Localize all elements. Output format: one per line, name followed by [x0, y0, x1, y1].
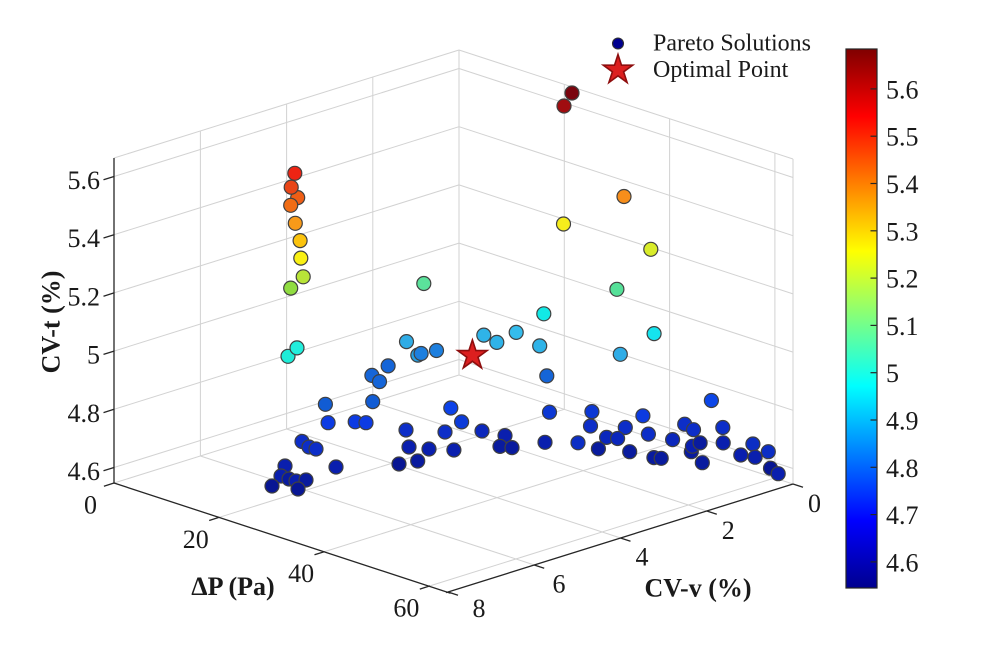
svg-text:5.5: 5.5 [886, 123, 919, 152]
svg-text:5.4: 5.4 [68, 224, 101, 253]
svg-text:5: 5 [87, 341, 100, 370]
svg-text:4.7: 4.7 [886, 501, 919, 530]
svg-text:CV-v (%): CV-v (%) [644, 574, 751, 603]
svg-text:4: 4 [636, 543, 649, 572]
svg-text:5: 5 [886, 359, 899, 388]
svg-text:4.8: 4.8 [886, 454, 919, 483]
svg-text:5.6: 5.6 [68, 166, 101, 195]
svg-text:0: 0 [84, 491, 97, 520]
svg-text:4.6: 4.6 [68, 457, 101, 486]
svg-text:4.8: 4.8 [68, 399, 101, 428]
svg-text:5.6: 5.6 [886, 75, 919, 104]
svg-text:0: 0 [808, 489, 821, 518]
svg-text:5.3: 5.3 [886, 217, 919, 246]
svg-text:5.2: 5.2 [886, 265, 919, 294]
svg-text:5.4: 5.4 [886, 170, 919, 199]
svg-text:5.1: 5.1 [886, 312, 919, 341]
svg-text:40: 40 [288, 559, 314, 588]
svg-text:Pareto Solutions: Pareto Solutions [653, 31, 811, 57]
svg-text:ΔP (Pa): ΔP (Pa) [191, 572, 274, 601]
svg-text:4.6: 4.6 [886, 548, 919, 577]
svg-text:8: 8 [473, 594, 486, 623]
svg-text:CV-t (%): CV-t (%) [37, 271, 66, 374]
svg-text:60: 60 [393, 593, 419, 622]
svg-text:Optimal Point: Optimal Point [653, 57, 789, 83]
svg-text:2: 2 [722, 516, 735, 545]
svg-text:4.9: 4.9 [886, 407, 919, 436]
svg-text:20: 20 [183, 525, 209, 554]
svg-text:5.2: 5.2 [68, 282, 101, 311]
svg-text:6: 6 [553, 570, 566, 599]
